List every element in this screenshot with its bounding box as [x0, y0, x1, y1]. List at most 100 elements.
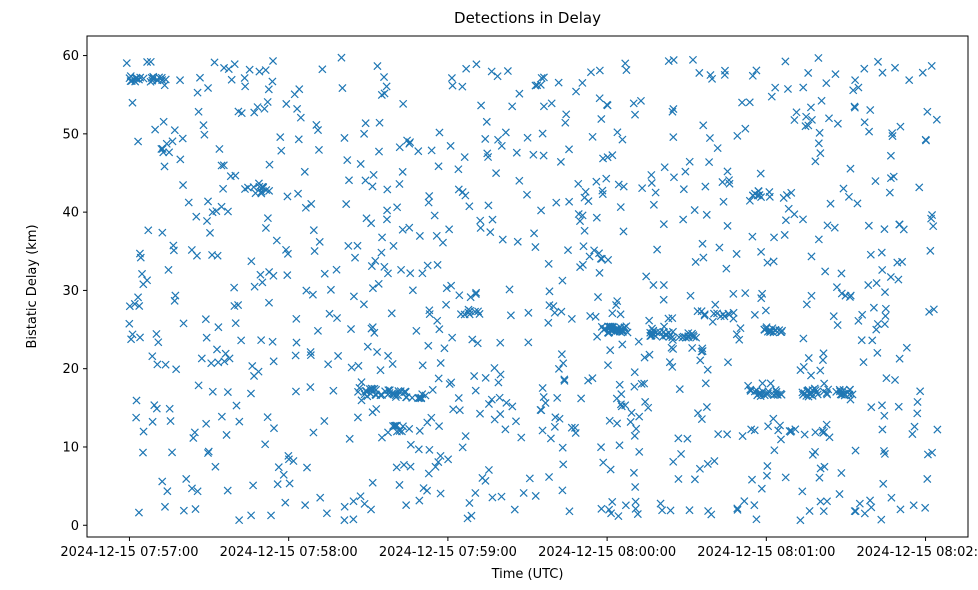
data-point [771, 326, 780, 335]
data-point [763, 461, 772, 471]
data-point [268, 77, 277, 86]
data-point [835, 490, 844, 499]
data-point [619, 182, 628, 191]
data-point [373, 347, 382, 356]
data-point [261, 223, 270, 233]
data-point [792, 108, 801, 117]
data-point [545, 287, 554, 296]
data-point [202, 419, 211, 428]
data-point [231, 319, 240, 328]
data-point [308, 290, 317, 299]
data-point [647, 178, 656, 188]
data-point [702, 210, 711, 219]
data-point [217, 202, 226, 211]
data-point [623, 328, 632, 337]
data-point [383, 185, 392, 194]
data-point [612, 301, 621, 310]
data-point [595, 249, 604, 258]
data-point [525, 474, 534, 483]
data-point [227, 75, 236, 84]
data-point [681, 167, 690, 176]
data-point [597, 114, 606, 124]
data-point [497, 141, 506, 150]
data-point [435, 325, 444, 334]
data-point [497, 492, 506, 501]
data-point [219, 161, 228, 170]
data-point [444, 455, 453, 464]
data-point [817, 96, 826, 105]
data-point [354, 361, 363, 370]
data-point [309, 226, 318, 235]
data-point [603, 322, 613, 331]
data-point [158, 228, 167, 237]
data-point [523, 133, 532, 142]
data-point [257, 187, 266, 196]
data-point [506, 311, 515, 320]
data-point [302, 463, 312, 472]
data-point [785, 427, 794, 436]
data-point [190, 428, 199, 437]
data-point [230, 60, 239, 69]
data-point [217, 412, 226, 421]
data-point [442, 300, 451, 309]
data-point [720, 70, 729, 79]
data-point [153, 360, 162, 369]
data-point [272, 236, 281, 245]
data-point [560, 375, 569, 384]
data-point [554, 364, 563, 373]
data-point [274, 463, 283, 472]
data-point [208, 208, 217, 217]
data-point [923, 450, 932, 459]
data-point [179, 181, 188, 190]
data-point [524, 308, 533, 317]
data-point [447, 281, 456, 290]
data-point [128, 98, 137, 107]
data-point [708, 317, 717, 326]
data-point [203, 449, 213, 458]
data-point [873, 57, 883, 66]
data-point [531, 243, 540, 252]
data-point [822, 79, 831, 88]
data-point [879, 479, 888, 488]
data-point [554, 78, 563, 87]
data-point [902, 343, 911, 352]
data-point [490, 415, 499, 424]
data-point [163, 487, 172, 496]
data-point [315, 237, 324, 246]
data-point [633, 510, 642, 519]
data-point [380, 262, 389, 271]
data-point [282, 245, 291, 254]
axes-frame [86, 35, 969, 538]
data-point [264, 298, 274, 307]
data-point [160, 162, 169, 171]
data-point [539, 393, 548, 402]
data-point [392, 463, 401, 472]
data-point [414, 445, 423, 454]
data-point [769, 257, 778, 266]
data-point [484, 201, 493, 210]
data-point [674, 474, 683, 483]
data-point [805, 506, 814, 515]
data-point [471, 290, 480, 299]
data-point [723, 167, 732, 176]
data-point [431, 462, 440, 471]
data-point [814, 235, 823, 244]
data-point [733, 504, 742, 513]
data-point [669, 104, 678, 114]
data-point [349, 515, 358, 524]
data-point [550, 308, 559, 317]
data-point [595, 66, 604, 75]
data-point [484, 465, 493, 475]
data-point [547, 99, 556, 108]
data-point [360, 499, 369, 508]
data-point [665, 332, 674, 341]
data-point [555, 414, 564, 423]
data-point [515, 89, 524, 98]
data-point [557, 350, 566, 359]
data-point [644, 403, 653, 412]
data-point [223, 486, 232, 495]
data-point [729, 289, 738, 298]
data-point [674, 434, 683, 443]
data-point [399, 460, 408, 469]
data-point [770, 446, 779, 455]
